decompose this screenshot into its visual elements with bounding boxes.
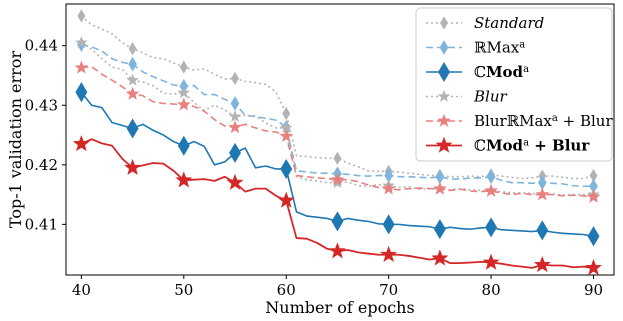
legend-marker — [437, 89, 451, 102]
data-point — [175, 171, 193, 188]
data-point — [380, 245, 398, 262]
series-line — [80, 15, 594, 180]
data-point — [230, 96, 240, 111]
data-point — [124, 158, 142, 175]
data-point — [176, 97, 191, 111]
data-point — [330, 172, 345, 186]
series-layer — [72, 9, 602, 276]
x-axis-label: Number of epochs — [265, 298, 414, 317]
data-point — [484, 183, 498, 197]
legend: Standard ℝMaxa ℂModa Blur BlurℝMaxa + Blur ℂM… — [415, 7, 613, 162]
data-point — [486, 169, 496, 185]
data-point — [433, 181, 447, 195]
legend-item: ℂModa + Blur — [426, 137, 590, 155]
legend-marker — [438, 61, 450, 83]
y-tick-label: 0.42 — [25, 156, 58, 174]
y-tick-label: 0.41 — [25, 215, 58, 233]
legend-item: ℝMaxa — [426, 39, 525, 57]
y-tick-label: 0.44 — [25, 37, 58, 55]
legend-marker — [437, 113, 451, 127]
x-tick-label: 90 — [584, 281, 603, 299]
data-point — [229, 142, 241, 163]
series-4 — [74, 60, 601, 203]
data-point — [75, 82, 88, 103]
data-point — [482, 253, 500, 270]
data-point — [331, 211, 344, 232]
legend-label: BlurℝMaxa + Blur — [474, 112, 613, 130]
data-point — [328, 242, 346, 259]
data-point — [125, 86, 140, 100]
data-point — [535, 187, 550, 201]
data-point — [279, 129, 294, 143]
data-point — [333, 151, 342, 165]
x-tick-label: 70 — [379, 281, 398, 299]
legend-label: ℝMaxa — [474, 39, 525, 57]
data-point — [177, 135, 190, 156]
data-point — [485, 217, 498, 238]
y-tick-label: 0.43 — [25, 96, 58, 114]
x-tick-label: 80 — [482, 281, 501, 299]
data-point — [586, 189, 601, 203]
series-line — [80, 42, 594, 196]
x-tick-label: 60 — [277, 281, 296, 299]
legend-label: ℂModa + Blur — [474, 137, 590, 155]
series-line — [81, 65, 594, 198]
data-point — [536, 220, 549, 241]
data-point — [435, 169, 445, 185]
x-tick-label: 40 — [72, 281, 91, 299]
legend-label: Standard — [474, 14, 544, 32]
data-point — [126, 73, 139, 86]
legend-item: Blur — [426, 88, 507, 106]
data-point — [228, 109, 242, 122]
data-point — [231, 71, 239, 86]
legend-box — [415, 7, 613, 162]
legend-marker — [439, 40, 449, 55]
data-point — [382, 214, 395, 235]
data-point — [128, 56, 137, 72]
data-point — [533, 255, 551, 273]
data-point — [277, 191, 295, 208]
data-point — [282, 106, 291, 121]
x-tick-label: 50 — [174, 281, 193, 299]
series-5 — [72, 135, 602, 276]
legend-item: Standard — [426, 14, 544, 32]
legend-label: ℂModa — [474, 63, 529, 81]
data-point — [77, 9, 86, 23]
data-point — [280, 158, 293, 180]
data-point — [72, 135, 90, 152]
data-point — [177, 86, 191, 99]
data-point — [179, 60, 188, 74]
data-point — [226, 173, 244, 190]
plot-frame — [65, 3, 615, 276]
legend-label: Blur — [473, 88, 507, 106]
data-point — [381, 181, 396, 195]
data-point — [431, 249, 449, 266]
legend-marker — [435, 136, 453, 153]
data-point — [585, 258, 602, 276]
data-point — [433, 219, 446, 240]
ticks-layer: 40 50 60 70 80 90 0.41 0.42 0.43 0.44 — [25, 37, 603, 299]
series-2 — [75, 82, 600, 247]
legend-item: BlurℝMaxa + Blur — [426, 112, 613, 130]
data-point — [587, 226, 600, 247]
legend-marker — [440, 16, 448, 30]
data-point — [228, 120, 242, 134]
data-point — [75, 36, 88, 49]
y-axis-label: Top-1 validation error — [6, 51, 25, 229]
data-point — [74, 60, 89, 74]
data-point — [126, 118, 139, 139]
legend-item: ℂModa — [426, 61, 529, 83]
data-point — [128, 42, 137, 56]
